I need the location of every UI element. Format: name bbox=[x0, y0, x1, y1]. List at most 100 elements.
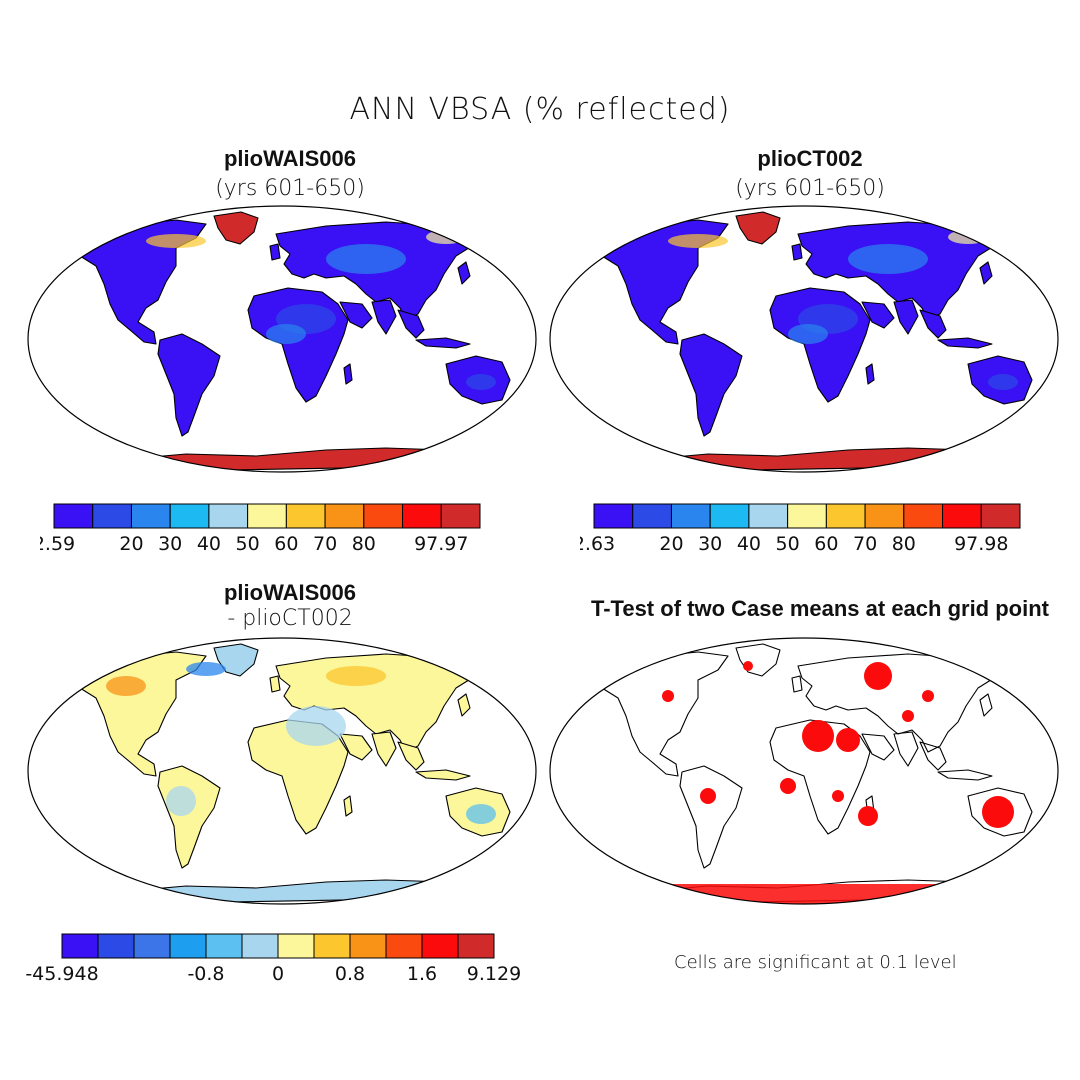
colorbar-label: 40 bbox=[737, 533, 761, 555]
landmass-australia bbox=[967, 787, 1033, 837]
panel-wais-subtitle: (yrs 601-650) bbox=[215, 176, 365, 201]
albedo-patch bbox=[466, 374, 496, 390]
landmass-southAmerica bbox=[157, 765, 221, 869]
colorbar-swatch bbox=[285, 503, 326, 529]
colorbar-swatch bbox=[864, 503, 905, 529]
significant-cell bbox=[700, 788, 716, 804]
landmass-indonesia bbox=[937, 769, 993, 781]
colorbar-label: 2.63 bbox=[580, 533, 615, 555]
colorbar-swatch bbox=[670, 503, 711, 529]
albedo-patch bbox=[848, 244, 928, 274]
colorbar-swatch bbox=[247, 503, 287, 529]
landmass-greenland bbox=[735, 643, 781, 677]
landmass-northAmerica bbox=[587, 219, 729, 345]
significant-cell bbox=[864, 662, 892, 690]
landmass-uk bbox=[791, 243, 803, 261]
landmass-seasia bbox=[397, 741, 425, 771]
colorbar-swatch bbox=[169, 503, 210, 529]
colorbar-label: 80 bbox=[892, 533, 916, 555]
colorbar-label: 1.6 bbox=[407, 963, 437, 985]
significant-cell bbox=[780, 778, 796, 794]
panel-ct-subtitle: (yrs 601-650) bbox=[735, 176, 885, 201]
significant-cell bbox=[836, 728, 860, 752]
significant-cell bbox=[982, 796, 1014, 828]
difference-patch bbox=[106, 676, 146, 696]
colorbar-swatch bbox=[169, 933, 207, 959]
colorbar-label: 0 bbox=[272, 963, 284, 985]
landmass-madagascar bbox=[343, 795, 353, 817]
panel-wais-title: plioWAIS006 bbox=[223, 146, 357, 171]
landmass-madagascar bbox=[343, 363, 353, 385]
landmass-indonesia bbox=[937, 337, 993, 349]
landmass-arabia bbox=[339, 733, 373, 761]
colorbar-label: 80 bbox=[352, 533, 376, 555]
colorbar-diff: -45.948 -0.8 0 0.8 1.6 9.129 bbox=[25, 933, 521, 985]
panel-ct-title: plioCT002 bbox=[757, 146, 863, 171]
map-ct bbox=[549, 205, 1059, 473]
colorbar-swatch bbox=[349, 933, 387, 959]
colorbar-swatch bbox=[53, 503, 94, 529]
colorbar-swatch bbox=[421, 933, 459, 959]
landmass-india bbox=[371, 299, 397, 335]
landmass-indonesia bbox=[415, 337, 471, 349]
landmass-southAmerica bbox=[679, 765, 743, 869]
map-frame bbox=[27, 637, 537, 905]
colorbar-swatch bbox=[942, 503, 982, 529]
landmass-india bbox=[893, 731, 919, 767]
panel-ttest-title: T-Test of two Case means at each grid po… bbox=[590, 596, 1049, 621]
albedo-patch bbox=[266, 324, 306, 344]
significant-cell bbox=[832, 790, 844, 802]
landmass-antarctica bbox=[117, 447, 457, 472]
colorbar-swatch bbox=[980, 503, 1021, 529]
colorbar-label: 60 bbox=[274, 533, 298, 555]
difference-patch bbox=[166, 786, 196, 816]
colorbar-swatch bbox=[457, 933, 495, 959]
colorbar-label: 0.8 bbox=[335, 963, 365, 985]
landmass-northAmerica bbox=[65, 651, 207, 777]
colorbar-label: 97.98 bbox=[954, 533, 1008, 555]
colorbar-label: 60 bbox=[814, 533, 838, 555]
landmass-madagascar bbox=[865, 363, 875, 385]
landmass-greenland bbox=[213, 211, 259, 245]
map-frame bbox=[549, 205, 1059, 473]
landmass-antarctica bbox=[639, 447, 979, 472]
significant-cell bbox=[902, 710, 914, 722]
colorbar-label: 50 bbox=[236, 533, 260, 555]
colorbar-swatch bbox=[709, 503, 750, 529]
albedo-patch bbox=[146, 234, 206, 248]
colorbar-swatch bbox=[92, 503, 132, 529]
difference-patch bbox=[286, 706, 346, 746]
map-frame bbox=[549, 637, 1059, 905]
albedo-patch bbox=[668, 234, 728, 248]
colorbar-swatch bbox=[324, 503, 365, 529]
difference-patch bbox=[466, 804, 496, 824]
landmass-japan bbox=[979, 693, 993, 717]
landmass-arabia bbox=[861, 733, 895, 761]
colorbar-wais: 2.59 20 30 40 50 60 70 80 97.97 bbox=[40, 503, 481, 555]
significant-cell bbox=[922, 690, 934, 702]
significance-note: Cells are significant at 0.1 level bbox=[674, 952, 957, 973]
colorbar-swatch bbox=[440, 503, 481, 529]
colorbar-swatch bbox=[787, 503, 827, 529]
significant-cell bbox=[858, 806, 878, 826]
colorbar-swatch bbox=[133, 933, 171, 959]
landmass-greenland bbox=[735, 211, 781, 245]
colorbar-swatch bbox=[825, 503, 866, 529]
colorbar-label: 30 bbox=[158, 533, 182, 555]
colorbar-swatch bbox=[61, 933, 99, 959]
albedo-patch bbox=[788, 324, 828, 344]
landmass-india bbox=[893, 299, 919, 335]
difference-patch bbox=[326, 666, 386, 686]
significant-cell bbox=[662, 690, 674, 702]
colorbar-swatch bbox=[313, 933, 351, 959]
landmass-japan bbox=[457, 261, 471, 285]
colorbar-label: 50 bbox=[776, 533, 800, 555]
landmass-uk bbox=[791, 675, 803, 693]
colorbar-swatch bbox=[402, 503, 442, 529]
landmass-northAmerica bbox=[65, 219, 207, 345]
landmass-antarctica bbox=[117, 879, 457, 904]
landmass-uk bbox=[269, 675, 281, 693]
colorbar-swatch bbox=[130, 503, 171, 529]
colorbar-label: 70 bbox=[853, 533, 877, 555]
figure-title: ANN VBSA (% reflected) bbox=[349, 92, 731, 127]
